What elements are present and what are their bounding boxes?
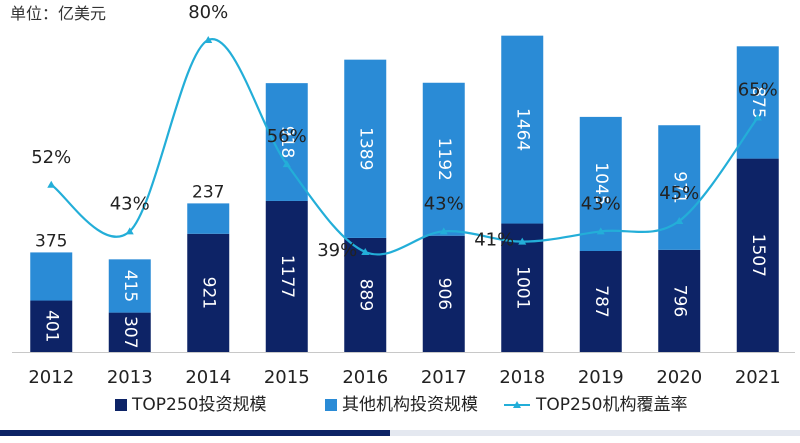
bar-label-other-2015: 918 (277, 126, 297, 158)
coverage-label-2020: 45% (659, 183, 699, 204)
bar-label-top250-2015: 1177 (277, 255, 297, 298)
x-tick-2018: 2018 (499, 367, 545, 388)
legend-label-top250: TOP250投资规模 (131, 395, 266, 415)
bar-other-2016 (344, 59, 387, 238)
bar-label-other-2021: 875 (748, 86, 768, 118)
coverage-marker-2018 (518, 237, 527, 245)
bar-label-other-2017: 1192 (434, 138, 454, 181)
legend-swatch-top250 (115, 399, 127, 411)
coverage-label-2014: 80% (188, 2, 228, 23)
bar-other-2015 (265, 83, 308, 201)
bar-top250-2012 (30, 300, 73, 352)
legend-label-other: 其他机构投资规模 (342, 395, 478, 415)
bar-other-2013 (108, 259, 151, 313)
legend-marker-coverage (513, 401, 521, 408)
bar-top250-2020 (658, 249, 701, 352)
bar-top250-2019 (579, 251, 622, 352)
bar-label-other-2019: 1045 (591, 162, 611, 205)
x-tick-2016: 2016 (342, 367, 388, 388)
coverage-marker-2019 (596, 227, 605, 235)
bar-label-top250-2017: 906 (434, 278, 454, 310)
coverage-label-2019: 43% (581, 193, 621, 214)
bar-label-top250-2012: 401 (41, 310, 61, 342)
bar-label-top250-2019: 787 (591, 285, 611, 317)
coverage-label-2016: 39% (317, 240, 357, 261)
bar-other-2014 (187, 203, 230, 234)
bar-other-2018 (501, 35, 544, 224)
bar-label-other-2020: 971 (669, 171, 689, 203)
coverage-label-2013: 43% (110, 193, 150, 214)
bar-other-2017 (422, 82, 465, 236)
x-tick-2012: 2012 (28, 367, 74, 388)
bar-label-top250-2018: 1001 (512, 266, 532, 309)
coverage-marker-2017 (439, 227, 448, 235)
x-tick-2013: 2013 (107, 367, 153, 388)
bar-top250-2014 (187, 233, 230, 352)
coverage-line (50, 38, 759, 256)
x-tick-2021: 2021 (735, 367, 781, 388)
x-tick-2020: 2020 (656, 367, 702, 388)
coverage-label-2021: 65% (738, 80, 778, 101)
coverage-marker-2015 (282, 160, 291, 168)
unit-label: 单位：亿美元 (10, 4, 107, 23)
bar-label-top250-2014: 921 (198, 277, 218, 309)
coverage-marker-2014 (204, 36, 213, 43)
bottom-divider-light (390, 430, 800, 436)
bar-top250-2015 (265, 200, 308, 352)
coverage-marker-2016 (361, 248, 370, 255)
coverage-label-2018: 41% (474, 230, 514, 251)
bar-label-other-2018: 1464 (512, 108, 532, 151)
x-tick-2015: 2015 (264, 367, 310, 388)
bar-label-other-2012: 375 (35, 231, 67, 251)
coverage-label-2017: 43% (424, 193, 464, 214)
coverage-label-2015: 56% (267, 126, 307, 147)
bar-top250-2016 (344, 237, 387, 352)
bar-label-other-2013: 415 (120, 270, 140, 302)
bar-top250-2017 (422, 235, 465, 352)
bottom-divider-dark (0, 430, 390, 436)
coverage-marker-2013 (125, 227, 134, 235)
bar-label-other-2014: 237 (192, 182, 224, 202)
bar-top250-2018 (501, 223, 544, 352)
x-tick-2014: 2014 (185, 367, 231, 388)
coverage-marker-2012 (47, 180, 56, 188)
bar-label-top250-2013: 307 (120, 316, 140, 348)
bar-top250-2021 (736, 158, 779, 352)
legend-swatch-other (325, 399, 337, 411)
bar-label-top250-2020: 796 (669, 285, 689, 317)
bar-label-other-2016: 1389 (355, 127, 375, 170)
x-tick-2019: 2019 (578, 367, 624, 388)
x-tick-2017: 2017 (421, 367, 467, 388)
bar-other-2012 (30, 252, 73, 301)
coverage-marker-2020 (675, 216, 684, 224)
bar-label-top250-2021: 1507 (748, 234, 768, 277)
bar-label-top250-2016: 889 (355, 279, 375, 311)
coverage-marker-2021 (753, 113, 762, 121)
legend-label-coverage: TOP250机构覆盖率 (535, 395, 687, 415)
bar-top250-2013 (108, 312, 151, 352)
coverage-label-2012: 52% (31, 147, 71, 168)
